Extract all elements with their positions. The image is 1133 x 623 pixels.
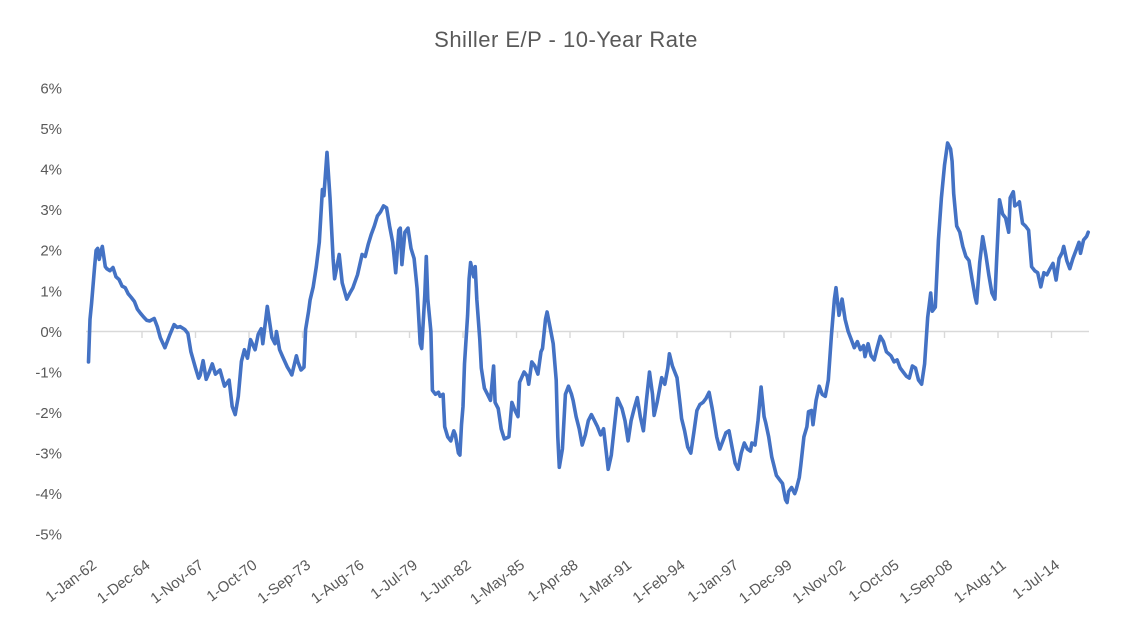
series-line — [86, 141, 1090, 505]
x-axis-label: 1-Feb-94 — [630, 557, 689, 607]
x-axis-label: 1-Apr-88 — [525, 557, 582, 606]
y-axis-label: 0% — [40, 324, 62, 341]
x-axis-label: 1-Dec-99 — [736, 557, 796, 608]
x-axis-label: 1-Aug-76 — [308, 557, 368, 608]
y-axis-label: 1% — [40, 283, 62, 300]
y-axis-label: 3% — [40, 202, 62, 219]
y-axis-label: -4% — [35, 486, 62, 503]
x-axis-label: 1-Nov-02 — [789, 557, 849, 608]
x-axis-label: 1-Dec-64 — [94, 557, 154, 608]
x-axis-label: 1-Nov-67 — [147, 557, 207, 608]
x-axis-label: 1-Oct-70 — [204, 557, 261, 606]
x-axis-label: 1-Sep-73 — [254, 557, 314, 608]
axis-layer — [86, 330, 1089, 338]
x-axis-label: 1-Jan-62 — [42, 557, 100, 606]
x-axis-label: 1-Oct-05 — [846, 557, 903, 606]
x-axis-label: 1-Jul-79 — [367, 557, 421, 603]
x-axis-label: 1-Jul-14 — [1009, 557, 1063, 603]
x-axis-label: 1-Sep-08 — [896, 557, 956, 608]
y-axis-label: 6% — [40, 81, 62, 98]
x-axis-label: 1-Jan-97 — [684, 557, 742, 606]
series-layer — [86, 141, 1090, 505]
y-axis-label: -1% — [35, 364, 62, 381]
y-axis-label: 2% — [40, 243, 62, 260]
x-axis-label: 1-Aug-11 — [951, 557, 1010, 607]
y-axis-label: -5% — [35, 526, 62, 543]
y-axis-label: 4% — [40, 162, 62, 179]
x-axis-label: 1-Mar-91 — [576, 557, 635, 607]
y-axis-label: -3% — [35, 445, 62, 462]
x-axis-label: 1-May-85 — [467, 557, 528, 609]
x-axis-label: 1-Jun-82 — [417, 557, 475, 606]
y-axis-label: -2% — [35, 405, 62, 422]
chart-title: Shiller E/P - 10-Year Rate — [434, 27, 698, 52]
y-axis-label: 5% — [40, 121, 62, 138]
